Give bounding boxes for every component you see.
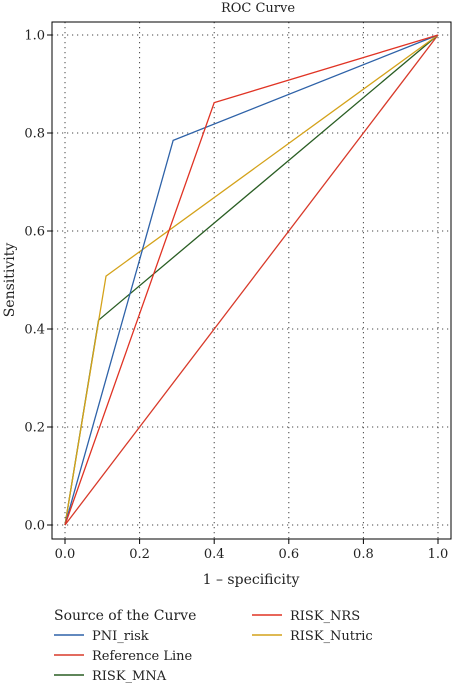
y-tick-label: 1.0 (24, 29, 45, 44)
legend-item-risk-mna: RISK_MNA (54, 669, 167, 683)
legend-item-risk-nrs: RISK_NRS (252, 609, 360, 624)
x-tick-label: 0.6 (278, 547, 299, 562)
legend-label: Reference Line (92, 649, 193, 664)
x-axis-label: 1 – specificity (203, 572, 300, 588)
x-tick-label: 0.0 (55, 547, 76, 562)
legend: Source of the Curve PNI_risk Reference Li… (54, 608, 373, 683)
y-tick-label: 0.0 (24, 519, 45, 534)
y-tick-label: 0.6 (24, 225, 45, 240)
tick-labels: 0.0 0.2 0.4 0.6 0.8 1.0 0.0 0.2 0.4 0.6 0.8 1.0 (24, 29, 448, 563)
legend-title: Source of the Curve (54, 608, 196, 624)
grid-lines (52, 22, 451, 539)
legend-label: RISK_MNA (92, 669, 167, 683)
legend-item-pni-risk: PNI_risk (54, 629, 149, 644)
plot-area-frame (51, 21, 452, 540)
x-tick-label: 1.0 (428, 547, 449, 562)
series-line-risk-nutric (64, 34, 439, 526)
legend-item-risk-nutric: RISK_Nutric (252, 629, 373, 644)
series-line-reference-line (64, 34, 439, 526)
legend-label: RISK_NRS (290, 609, 360, 624)
y-tick-label: 0.8 (24, 127, 45, 142)
chart-title: ROC Curve (221, 1, 295, 16)
y-tick-label: 0.2 (24, 421, 45, 436)
series-line-pni-risk (64, 34, 439, 526)
x-tick-label: 0.2 (129, 547, 150, 562)
legend-label: RISK_Nutric (290, 629, 373, 644)
series-line-risk-nrs (64, 34, 439, 526)
legend-item-reference-line: Reference Line (54, 649, 193, 664)
x-tick-label: 0.4 (204, 547, 225, 562)
legend-label: PNI_risk (92, 629, 149, 644)
y-tick-label: 0.4 (24, 323, 45, 338)
series-layer (64, 34, 439, 526)
y-axis-label: Sensitivity (2, 243, 18, 318)
x-tick-label: 0.8 (353, 547, 374, 562)
